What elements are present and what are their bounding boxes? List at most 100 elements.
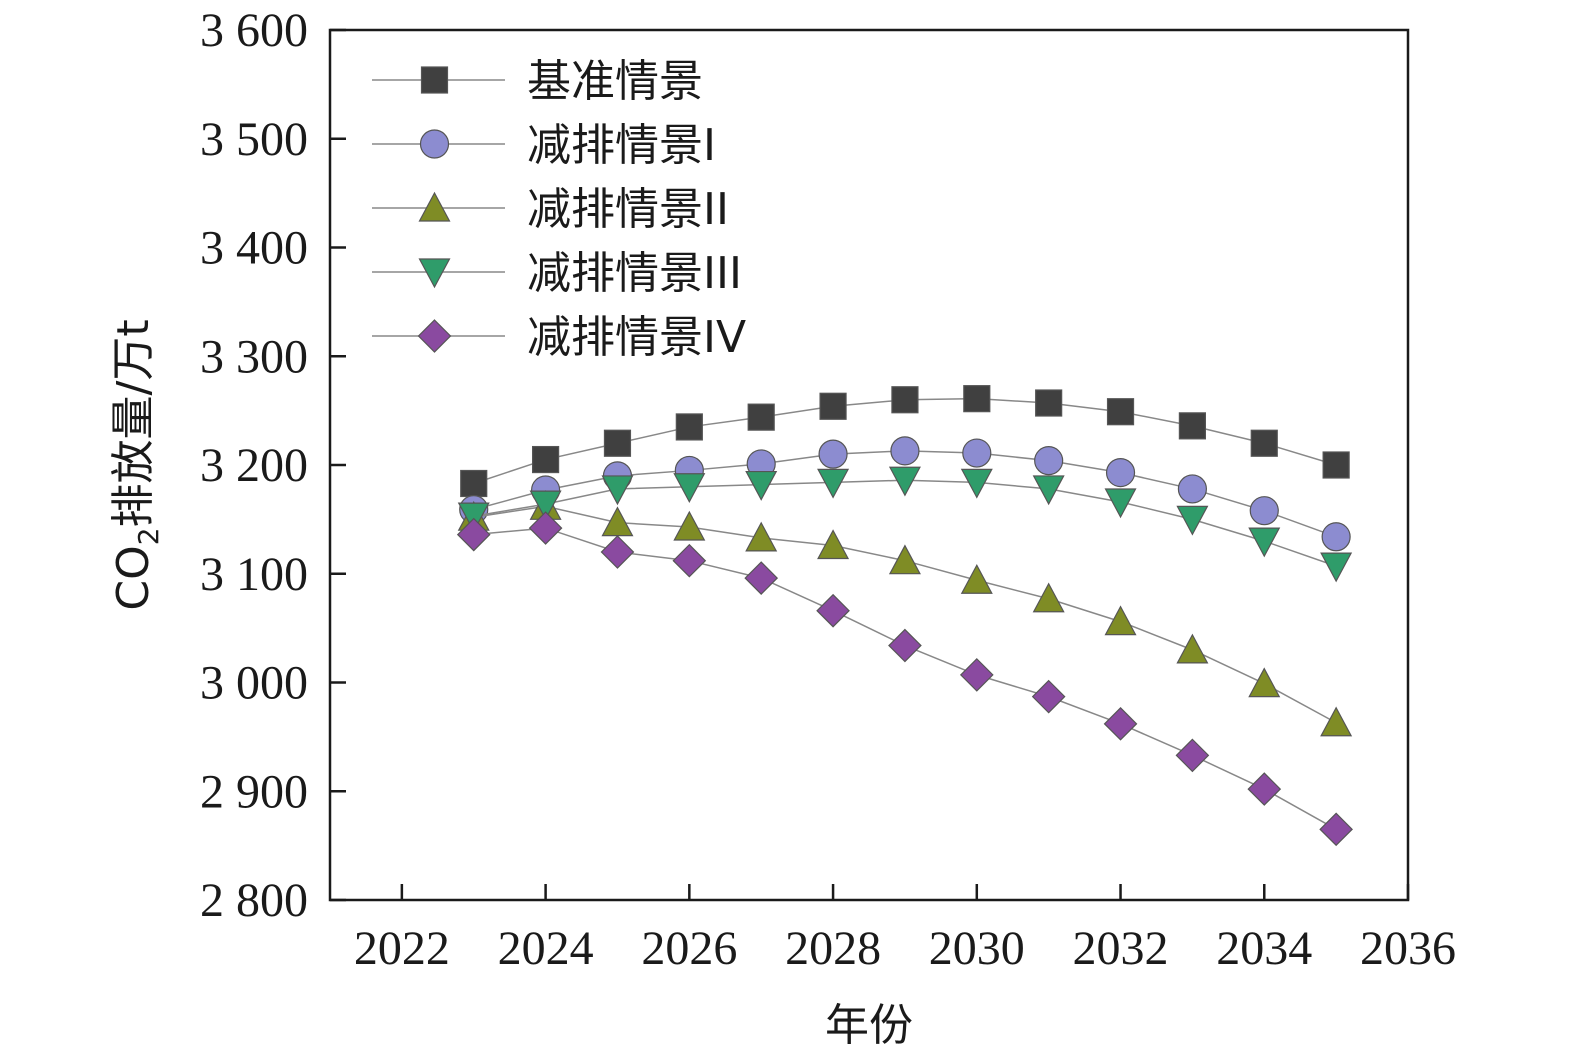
x-tick-label: 2022 — [354, 922, 450, 975]
x-tick-label: 2032 — [1073, 922, 1169, 975]
data-point — [1176, 633, 1209, 664]
data-point — [891, 386, 919, 414]
data-point — [745, 470, 778, 501]
data-point — [1032, 582, 1065, 613]
data-point — [816, 593, 850, 628]
data-point — [600, 535, 635, 569]
data-point — [888, 628, 922, 663]
x-tick-label: 2026 — [641, 922, 737, 975]
series-4 — [457, 466, 1353, 583]
series-group — [456, 385, 1353, 847]
data-point — [531, 445, 560, 474]
data-point — [601, 506, 634, 537]
data-point — [1106, 398, 1135, 426]
legend-item: 减排情景I — [372, 120, 716, 171]
legend-label: 基准情景 — [527, 56, 703, 107]
y-tick-label: 3 400 — [200, 222, 308, 275]
data-point — [1104, 488, 1137, 519]
data-point — [1321, 522, 1351, 552]
data-point — [1248, 667, 1281, 698]
data-point — [888, 544, 921, 575]
data-point — [457, 502, 490, 533]
x-tick-label: 2030 — [929, 922, 1025, 975]
data-point — [1105, 458, 1136, 488]
data-point — [1320, 706, 1353, 737]
legend-marker — [419, 129, 450, 159]
data-point — [673, 510, 706, 541]
plot-frame — [328, 28, 1410, 902]
data-point — [672, 543, 707, 578]
legend-marker — [417, 319, 452, 353]
data-point — [1177, 474, 1208, 504]
legend-marker — [420, 66, 449, 94]
data-point — [890, 436, 920, 466]
data-point — [1319, 812, 1353, 847]
y-axis-title-prefix: CO — [108, 545, 159, 610]
data-point — [817, 468, 850, 499]
data-point — [962, 438, 992, 468]
data-point — [601, 475, 634, 506]
data-point — [675, 413, 703, 441]
data-point — [1035, 389, 1063, 417]
y-tick-label: 2 900 — [200, 765, 308, 818]
data-point — [603, 429, 632, 457]
x-axis-title: 年份 — [825, 1000, 913, 1051]
data-point — [1031, 679, 1066, 714]
legend-label: 减排情景IV — [527, 312, 746, 363]
y-tick-label: 3 100 — [200, 548, 308, 601]
axes-group: 2 800 2 900 3 000 3 100 3 200 3 300 3 400 3 500… — [200, 4, 1456, 975]
data-point — [747, 403, 775, 431]
y-tick-label: 2 800 — [200, 874, 308, 927]
x-tick-label: 2034 — [1216, 922, 1312, 975]
data-point — [529, 490, 562, 521]
data-point — [1320, 552, 1353, 583]
legend-item: 减排情景IV — [372, 312, 746, 363]
data-point — [460, 469, 488, 498]
data-point — [1175, 738, 1210, 773]
data-point — [1032, 475, 1065, 506]
y-tick-label: 3 200 — [200, 439, 308, 492]
y-tick-label: 3 500 — [200, 113, 308, 166]
series-5 — [456, 511, 1353, 847]
legend-label: 减排情景I — [527, 120, 716, 171]
y-axis-title-subscript: 2 — [132, 527, 165, 545]
data-point — [888, 466, 921, 497]
y-axis-title: CO2排放量/万t — [108, 319, 165, 610]
legend-label: 减排情景III — [527, 248, 742, 299]
data-point — [1103, 706, 1138, 741]
data-point — [1104, 605, 1137, 636]
data-point — [963, 385, 991, 413]
legend-item: 减排情景II — [372, 184, 729, 235]
data-point — [960, 564, 993, 594]
data-point — [745, 521, 778, 552]
data-point — [673, 473, 706, 504]
data-point — [1249, 496, 1279, 526]
data-point — [528, 511, 563, 545]
data-point — [1178, 412, 1207, 440]
x-tick-label: 2024 — [498, 922, 594, 975]
y-tick-label: 3 600 — [200, 4, 308, 57]
legend-label: 减排情景II — [527, 184, 729, 235]
data-point — [1034, 446, 1064, 476]
x-tick-label: 2028 — [785, 922, 881, 975]
series-3 — [457, 490, 1353, 737]
series-line — [473, 505, 1337, 724]
legend-marker — [418, 191, 451, 222]
data-point — [1247, 772, 1282, 806]
legend-item: 减排情景III — [372, 248, 742, 299]
data-point — [818, 439, 848, 469]
data-point — [456, 517, 491, 552]
data-point — [819, 392, 847, 420]
legend-item: 基准情景 — [372, 56, 703, 107]
series-1 — [460, 385, 1350, 498]
data-point — [744, 561, 779, 595]
data-point — [959, 658, 994, 692]
data-point — [1250, 429, 1278, 457]
data-point — [1248, 527, 1281, 558]
data-point — [1176, 505, 1209, 536]
data-point — [1322, 451, 1350, 479]
y-tick-label: 3 300 — [200, 330, 308, 383]
